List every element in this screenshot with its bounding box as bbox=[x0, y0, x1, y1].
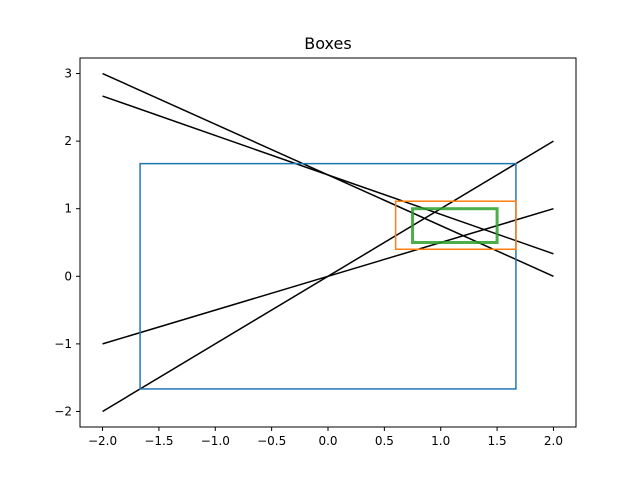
y-tick-label: −2 bbox=[54, 404, 72, 418]
line-2 bbox=[102, 95, 554, 255]
y-tick-label: 2 bbox=[64, 134, 72, 148]
x-tick-label: −1.0 bbox=[201, 434, 230, 448]
x-tick-label: −1.5 bbox=[144, 434, 173, 448]
line-4 bbox=[102, 207, 554, 345]
x-axis: −2.0 −1.5 −1.0 −0.5 0.0 0.5 1.0 1.5 2.0 bbox=[88, 427, 563, 448]
chart-title: Boxes bbox=[304, 34, 351, 53]
box-2 bbox=[394, 200, 517, 251]
box-1 bbox=[139, 162, 517, 390]
y-tick-label: 3 bbox=[64, 67, 72, 81]
y-tick-label: −1 bbox=[54, 337, 72, 351]
plot-frame bbox=[79, 57, 577, 428]
x-tick-label: −0.5 bbox=[257, 434, 286, 448]
box-3 bbox=[411, 207, 499, 244]
y-tick-label: 0 bbox=[64, 269, 72, 283]
y-tick-label: 1 bbox=[64, 202, 72, 216]
boxes-layer bbox=[139, 162, 517, 390]
x-tick-label: 1.0 bbox=[431, 434, 450, 448]
x-tick-label: 0.5 bbox=[375, 434, 394, 448]
x-tick-label: 2.0 bbox=[544, 434, 563, 448]
x-tick-label: 0.0 bbox=[318, 434, 337, 448]
x-tick-label: −2.0 bbox=[88, 434, 117, 448]
x-tick-label: 1.5 bbox=[488, 434, 507, 448]
y-axis: −2 −1 0 1 2 3 bbox=[54, 67, 80, 418]
